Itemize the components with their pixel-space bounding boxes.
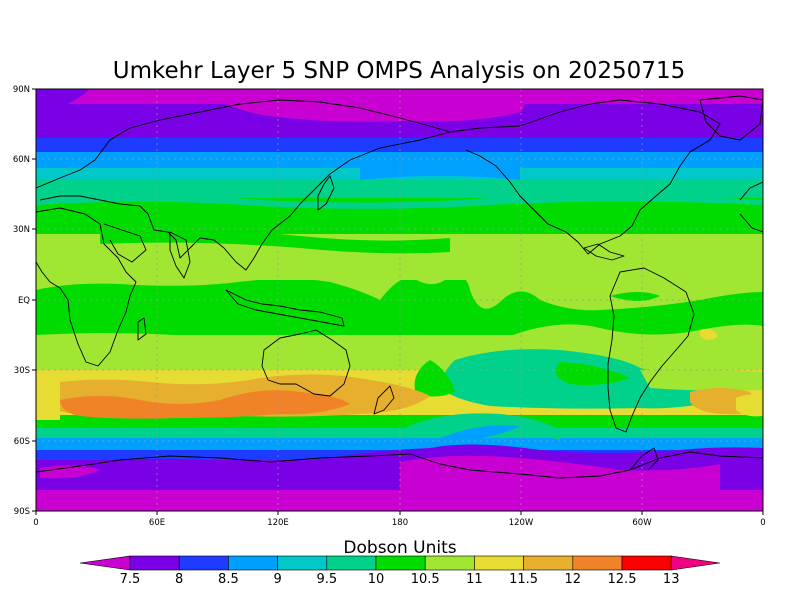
longitude-labels: 0 60E 120E 180 120W 60W 0 xyxy=(33,518,765,528)
colorbar-labels: 7.5 8 8.5 9 9.5 10 10.5 11 11.5 12 12.5 13 xyxy=(120,572,680,587)
colorbar-label: 10.5 xyxy=(411,572,440,587)
colorbar-segment xyxy=(621,555,672,571)
colorbar-segment xyxy=(277,555,328,571)
colorbar-label: 8.5 xyxy=(218,572,239,587)
map-title: Umkehr Layer 5 SNP OMPS Analysis on 2025… xyxy=(113,58,685,84)
arctic-ozone-low xyxy=(205,89,530,122)
band-north-blue xyxy=(36,138,763,152)
madagascar-coast xyxy=(137,317,147,341)
colorbar-segment xyxy=(79,555,131,571)
colorbar-segment xyxy=(572,555,623,571)
colorbar-segment xyxy=(523,555,574,571)
colorbar-title: Dobson Units xyxy=(343,538,456,558)
coastlines xyxy=(36,95,763,479)
arabia-coast xyxy=(103,223,147,263)
greenland-coast xyxy=(699,95,763,141)
lat-label: 90S xyxy=(14,507,30,517)
colorbar-segment xyxy=(228,555,278,571)
lon-label: 60W xyxy=(632,518,652,528)
south-america-coast xyxy=(607,267,695,433)
colorbar xyxy=(79,555,721,571)
australia-coast xyxy=(261,329,351,397)
lat-label: 60N xyxy=(13,155,30,165)
graticule xyxy=(36,89,763,511)
indonesia-coast xyxy=(225,289,345,327)
lon-label: 60E xyxy=(149,518,165,528)
lon-label: 0 xyxy=(760,518,765,528)
colorbar-segment xyxy=(670,555,721,571)
antarctic-peninsula xyxy=(629,447,659,471)
latitude-labels: 90N 60N 30N EQ 30S 60S 90S xyxy=(13,85,30,517)
colorbar-segment xyxy=(129,555,180,571)
colorbar-label: 9.5 xyxy=(316,572,337,587)
band-subtropic-south xyxy=(36,335,763,370)
colorbar-label: 12.5 xyxy=(608,572,637,587)
caribbean-coast xyxy=(583,243,625,261)
lat-label: 30S xyxy=(14,366,30,376)
antarctica-coast xyxy=(36,451,763,479)
band-south-green xyxy=(36,415,763,428)
antarctic-ozone-low xyxy=(400,455,720,490)
lon-label: 120W xyxy=(509,518,534,528)
japan-coast xyxy=(317,175,335,211)
colorbar-segment xyxy=(424,555,475,571)
axis-ticks xyxy=(32,88,764,515)
eurasia-coast xyxy=(36,99,451,271)
europe-west-coast xyxy=(739,181,763,201)
africa-coast xyxy=(36,207,137,367)
colorbar-label: 13 xyxy=(663,572,680,587)
new-zealand-coast xyxy=(373,385,395,415)
india-coast xyxy=(169,231,191,279)
colorbar-segment xyxy=(375,555,426,571)
colorbar-segment xyxy=(178,555,229,571)
colorbar-label: 7.5 xyxy=(120,572,141,587)
lat-label: 60S xyxy=(14,437,30,447)
lat-label: 30N xyxy=(13,225,30,235)
colorbar-label: 8 xyxy=(175,572,183,587)
band-polar-south-core xyxy=(36,490,763,511)
colorbar-label: 9 xyxy=(273,572,281,587)
lon-label: 120E xyxy=(267,518,289,528)
lon-label: 180 xyxy=(392,518,408,528)
equator-north-edge xyxy=(36,275,763,311)
colorbar-label: 11 xyxy=(466,572,483,587)
north-america-coast xyxy=(449,99,721,255)
colorbar-label: 12 xyxy=(565,572,582,587)
band-south-teal xyxy=(36,428,763,438)
colorbar-label: 11.5 xyxy=(509,572,538,587)
lat-label: 90N xyxy=(13,85,30,95)
band-north-teal xyxy=(36,180,763,198)
colorbar-segment xyxy=(326,555,377,571)
colorbar-label: 10 xyxy=(368,572,385,587)
lat-label: EQ xyxy=(18,296,30,306)
africa-west-tip xyxy=(739,213,763,233)
colorbar-segment xyxy=(474,555,524,571)
lon-label: 0 xyxy=(33,518,38,528)
